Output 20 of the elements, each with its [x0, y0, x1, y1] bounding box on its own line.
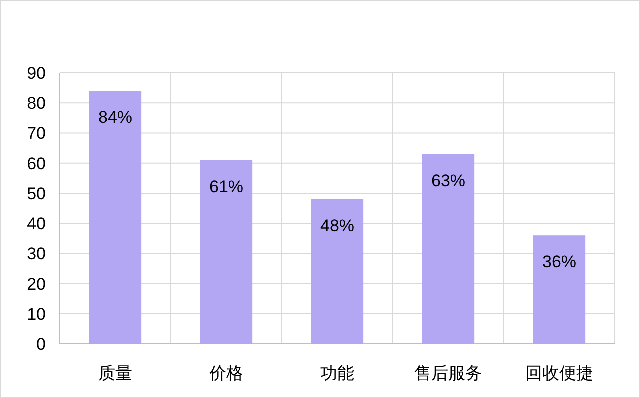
y-tick-label: 30: [27, 244, 46, 264]
x-tick-label: 回收便捷: [526, 364, 594, 383]
data-label: 63%: [431, 171, 466, 190]
data-label: 36%: [542, 252, 577, 272]
x-tick-label: 质量: [98, 364, 132, 383]
data-label: 84%: [98, 108, 133, 128]
y-tick-label: 0: [36, 335, 46, 354]
y-tick-label: 90: [27, 64, 46, 83]
y-tick-label: 70: [27, 124, 46, 144]
data-label: 48%: [320, 216, 355, 236]
y-tick-label: 10: [27, 304, 46, 324]
y-tick-label: 80: [27, 94, 46, 114]
data-label: 61%: [209, 177, 244, 196]
y-tick-label: 50: [27, 184, 46, 204]
y-tick-label: 40: [27, 214, 46, 234]
x-tick-label: 价格: [208, 364, 244, 383]
y-tick-label: 20: [27, 274, 46, 294]
x-tick-label: 功能: [320, 364, 354, 383]
y-tick-label: 60: [27, 154, 46, 174]
x-tick-label: 售后服务: [414, 364, 482, 383]
